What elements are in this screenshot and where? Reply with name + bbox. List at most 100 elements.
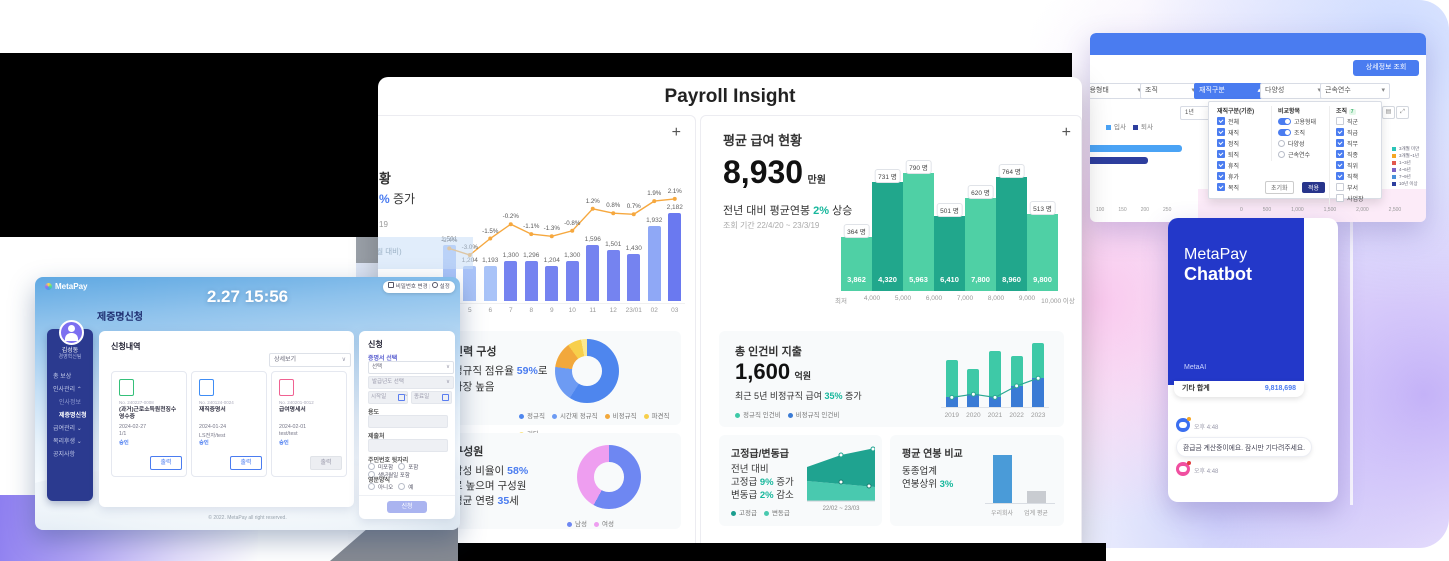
checkbox-직급[interactable]: 직급 [1336,128,1384,137]
metapay-logo-icon [45,283,52,291]
plus-icon[interactable]: + [1061,124,1071,141]
doc-card[interactable]: No. 240201-0012 급여명세서 2024-02-01 test/test 승… [271,371,347,477]
fv-line2: 고정급 9% 증가 [731,477,794,488]
fv-legend: 고정급 변동급 [731,507,797,517]
members-donut [577,445,641,509]
checkbox-퇴직[interactable]: 퇴직 [1217,150,1267,159]
year-select[interactable]: 발급년도 선택 ∨ [368,376,454,389]
dropdown-col2-title: 비교항목 [1278,109,1301,115]
line-label: -0.2% [502,213,519,221]
toggle-조직[interactable]: 조직 [1278,128,1330,137]
end-date-input[interactable]: 종료일 [411,391,452,404]
detail-search-button[interactable]: 상세정보 조회 [1353,60,1419,76]
filter-select-다양성[interactable]: 다양성▾ [1260,83,1326,99]
grid-view-button[interactable]: ▤ [1382,106,1395,119]
user-bot-avatar [1176,461,1191,476]
chat-summary-card: 기타 합계 9,818,698 [1174,381,1304,397]
avg-salary-title: 평균 급여 현황 [723,133,802,148]
filter-select-근속연수[interactable]: 근속연수 ▾ [1320,83,1390,99]
eng-label: 영문양식 [368,478,391,484]
rrn-option[interactable]: 생년월일 포함 [368,471,410,479]
cert-select[interactable]: 선택 ∨ [368,361,454,374]
doc-status: 승인 [279,440,289,446]
line-label: -0.8% [564,219,581,227]
legend-item: 남성 [567,521,587,528]
form-submit-button[interactable]: 신청 [387,501,427,513]
bar [606,249,620,301]
checkbox-정직[interactable]: 정직 [1217,139,1267,148]
axis-tick: 0 [1240,207,1243,213]
plus-icon[interactable]: + [671,124,681,141]
doc-name: (과거)근로소득원천징수영수증 [119,407,177,421]
toggle-고용형태[interactable]: 고용형태 [1278,117,1330,126]
expand-view-button[interactable]: ⤢ [1396,106,1409,119]
password-change-button[interactable]: 비밀번호 변경 [395,284,428,290]
checkbox-재직[interactable]: 재직 [1217,128,1267,137]
checkbox-휴직[interactable]: 휴직 [1217,161,1267,170]
apply-button[interactable]: 적용 [1301,182,1326,193]
sidebar-item-인사정보[interactable]: 인사정보 [59,400,82,406]
checkbox-부서[interactable]: 부서 [1336,183,1384,192]
members-line3: 평균 연령 35세 [453,495,519,507]
reset-button[interactable]: 초기화 [1264,181,1294,194]
filter-window-header [1090,33,1426,55]
doc-print-button[interactable]: 출력 [310,456,342,470]
sidebar-item-급여관리[interactable]: 급여관리 ⌄ [53,426,82,432]
chatbot-panel: MetaPay Chatbot MetaAI 기타 합계 9,818,698 오… [1168,218,1338,502]
rrn-option[interactable]: 미포함 [368,463,393,471]
bar-label: 1,300 [502,251,519,259]
fv-axis: 22/02 ~ 23/03 [822,506,860,512]
line-label: 0.7% [626,203,641,211]
bot-message-bubble: 환급금 계산중이에요. 잠시만 기다려주세요. [1176,437,1312,457]
start-date-input[interactable]: 시작일 [368,391,408,404]
axis-tick: 150 [1118,207,1127,213]
usage-input[interactable] [368,415,448,428]
filter-select-조직[interactable]: 조직▾ [1140,83,1200,99]
note-fragment: (전년 동월 대비) [378,247,402,256]
checkbox-직책[interactable]: 직책 [1336,172,1384,181]
doc-card[interactable]: No. 240227-0008 (과거)근로소득원천징수영수증 2024-02-27… [111,371,187,477]
tenure-legend-item: 4~6년 [1392,167,1419,173]
checkbox-복직[interactable]: 복직 [1217,183,1267,192]
checkbox-직위[interactable]: 직위 [1336,161,1384,170]
app-window: MetaPay 비밀번호 변경 | 설정 2.27 15:56 제증명신청 김성… [35,277,460,530]
salary-value-label: 9,800 [1033,275,1052,284]
salary-value-label: 8,960 [1002,275,1021,284]
eng-option[interactable]: 아니오 [368,483,393,491]
checkbox-직무[interactable]: 직무 [1336,139,1384,148]
salary-histogram-xaxis: 최저 4,000 5,000 6,000 7,000 8,000 9,000 10,000 이… [835,293,1075,305]
radio-근속연수[interactable]: 근속연수 [1278,150,1330,159]
bar [647,226,661,301]
submit-to-input[interactable] [368,439,448,452]
checkbox-전체[interactable]: 전체 [1217,117,1267,126]
histogram-bar [903,173,934,291]
sidebar-item-복리후생[interactable]: 복리후생 ⌄ [53,439,82,445]
filter-select-고용형태[interactable]: 고용형태▾ [1090,83,1146,99]
history-filter-select[interactable]: 상세보기 ∨ [269,353,351,367]
count-chip: 513 명 [1029,201,1056,216]
sidebar-item-제증명신청[interactable]: 제증명신청 [59,413,87,419]
doc-print-button[interactable]: 출력 [230,456,262,470]
sidebar-item-인사관리[interactable]: 인사관리 ⌃ [53,387,82,393]
histogram-bar [872,181,903,291]
doc-print-button[interactable]: 출력 [150,456,182,470]
filter-select-재직구분[interactable]: 재직구분▴ [1194,83,1266,99]
sidebar-item-공지사항[interactable]: 공지사항 [53,452,76,458]
x-tick: 9,000 [1018,295,1036,302]
tenure-legend-item: 3개월~1년 [1392,153,1419,159]
checkbox-직종[interactable]: 직종 [1336,150,1384,159]
labor-cost-xaxis: 2019 2020 2021 2022 2023 [941,410,1049,419]
labor-cost-sub: 최근 5년 비정규직 급여 35% 증가 [735,391,862,401]
bar-label: 1,596 [584,235,601,243]
payroll-window: Payroll Insight + 황 % 증가 19 1,5911,2041,… [378,77,1082,551]
checkbox-사업장[interactable]: 사업장 [1336,194,1384,203]
checkbox-직군[interactable]: 직군 [1336,117,1384,126]
app-sidebar: 김성동 경영혁신팀 총 보상 인사관리 ⌃ 인사정보 제증명신청 급여관리 ⌄ 복리후생 … [47,320,93,501]
doc-card[interactable]: No. 240124-0024 재직증명서 2024-01-24 LS전자/test 승… [191,371,267,477]
checkbox-휴가[interactable]: 휴가 [1217,172,1267,181]
settings-button[interactable]: 설정 [439,284,450,290]
radio-다양성[interactable]: 다양성 [1278,139,1330,148]
sidebar-item-총 보상[interactable]: 총 보상 [53,374,72,380]
rrn-option[interactable]: 포함 [398,463,418,471]
eng-option[interactable]: 예 [398,483,413,491]
